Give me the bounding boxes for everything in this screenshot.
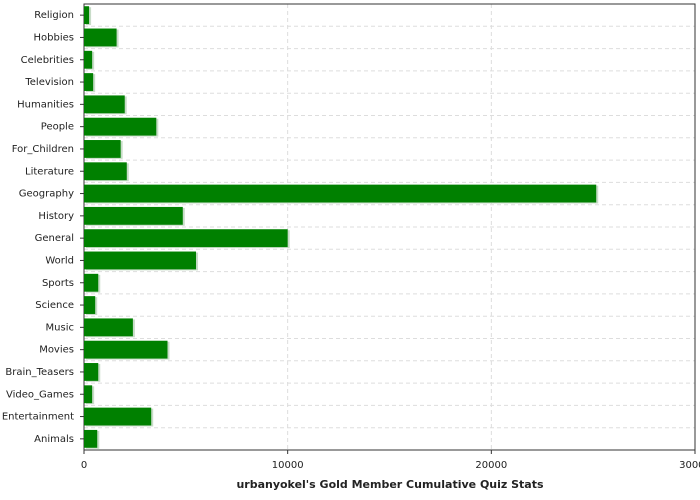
bar [84,28,117,47]
y-tick-label: For_Children [12,144,74,155]
bar [84,429,98,448]
y-tick-label: Hobbies [34,32,74,43]
bar [84,140,121,158]
bar [84,229,288,248]
y-tick-label: Literature [25,166,74,177]
y-tick-label: Humanities [17,99,74,110]
x-tick-label: 0 [81,460,87,471]
y-tick-label: Science [35,300,74,311]
bar [84,385,93,404]
x-tick-label: 10000 [272,460,304,471]
y-tick-label: World [45,255,74,266]
y-tick-label: Celebrities [21,55,74,66]
bar [84,340,168,359]
y-tick-label: General [35,233,74,244]
y-tick-label: Brain_Teasers [5,367,74,378]
chart-title: urbanyokel's Gold Member Cumulative Quiz… [236,478,544,491]
bar [84,363,99,381]
y-tick-label: History [38,211,74,222]
bar [84,206,183,225]
y-tick-label: Sports [42,278,74,289]
bar [84,184,597,203]
bar [84,117,157,136]
y-tick-label: People [41,122,74,133]
bar [84,251,197,270]
y-tick-label: Music [46,322,74,333]
bar [84,296,96,314]
x-tick-label: 30000 [679,460,700,471]
bar [84,95,125,114]
bar [84,6,90,25]
y-tick-label: Movies [39,345,74,356]
bar [84,162,127,181]
bar [84,318,133,337]
y-tick-label: Animals [34,434,74,445]
bar [84,73,94,91]
bar [84,50,93,69]
plot-frame [83,3,696,451]
x-tick-label: 20000 [475,460,507,471]
y-tick-label: Geography [19,189,74,200]
y-tick-label: Video_Games [6,389,74,400]
y-tick-label: Entertainment [2,412,74,423]
y-tick-label: Television [24,77,74,88]
bar [84,273,99,292]
y-tick-label: Religion [34,10,74,21]
bar [84,407,152,426]
